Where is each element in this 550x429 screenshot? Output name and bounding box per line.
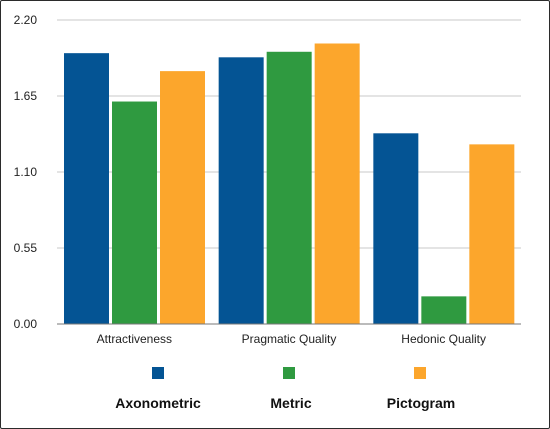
legend-label: Pictogram xyxy=(387,395,455,411)
x-category-label: Attractiveness xyxy=(97,332,172,346)
bar xyxy=(314,43,360,325)
bar xyxy=(421,296,467,324)
bar xyxy=(266,51,312,324)
legend-swatch xyxy=(283,367,295,379)
x-category-label: Hedonic Quality xyxy=(401,332,486,346)
bars xyxy=(64,43,515,325)
x-category-label: Pragmatic Quality xyxy=(242,332,337,346)
legend-label: Metric xyxy=(270,395,311,411)
y-tick-label: 0.55 xyxy=(14,241,38,255)
bar xyxy=(160,71,205,324)
bar xyxy=(218,57,264,325)
bar xyxy=(64,53,109,324)
y-tick-label: 1.65 xyxy=(14,89,38,103)
legend-label: Axonometric xyxy=(115,395,201,411)
legend-swatch xyxy=(152,367,164,379)
bar xyxy=(112,101,157,324)
y-tick-label: 0.00 xyxy=(14,317,38,331)
x-axis-categories: Attractiveness Pragmatic Quality Hedonic Q… xyxy=(97,332,486,346)
legend: Axonometric Metric Pictogram xyxy=(115,367,455,411)
bar xyxy=(373,133,419,324)
y-tick-label: 2.20 xyxy=(14,13,38,27)
bar xyxy=(469,144,515,324)
y-tick-label: 1.10 xyxy=(14,165,38,179)
legend-swatch xyxy=(414,367,426,379)
y-axis-ticks: 0.00 0.55 1.10 1.65 2.20 xyxy=(14,13,38,331)
